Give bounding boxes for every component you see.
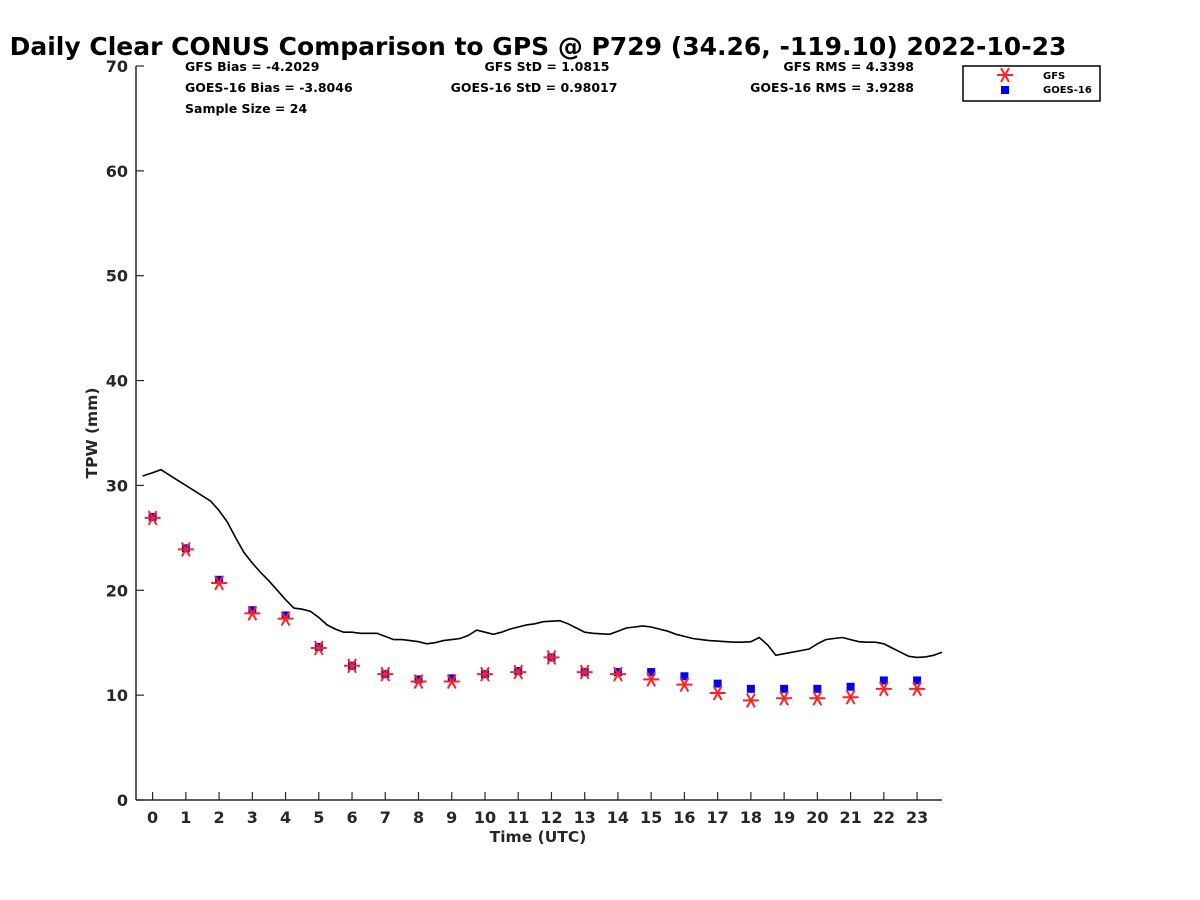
gfs-point: [277, 611, 294, 627]
x-axis-label: Time (UTC): [490, 828, 587, 846]
legend-box: [962, 65, 1101, 102]
legend-goes16-marker: [1001, 86, 1009, 94]
y-tick-label: 70: [106, 57, 128, 76]
x-tick-label: 6: [346, 808, 357, 827]
gps-line: [142, 468, 943, 659]
goes16-point: [447, 674, 456, 683]
gfs-point: [476, 666, 493, 682]
y-tick-label: 30: [106, 476, 128, 495]
x-tick-label: 15: [640, 808, 662, 827]
goes16-point: [215, 575, 224, 584]
x-tick-label: 21: [839, 808, 861, 827]
gfs-rms-text: GFS RMS = 4.3398: [783, 59, 914, 74]
legend-gfs-label: GFS: [1043, 71, 1065, 82]
gfs-bias-text: GFS Bias = -4.2029: [185, 59, 319, 74]
gfs-point: [709, 685, 726, 701]
x-tick-label: 2: [214, 808, 225, 827]
legend: GFS GOES-16: [962, 65, 1101, 102]
gfs-point: [543, 649, 560, 665]
gfs-point: [410, 674, 427, 689]
gfs-point: [676, 677, 693, 693]
gfs-point: [377, 666, 394, 682]
goes16-point: [913, 676, 922, 685]
goes16-point: [846, 682, 855, 691]
gfs-series: [144, 510, 926, 708]
gps-series: [142, 468, 943, 659]
goes-rms-text: GOES-16 RMS = 3.9288: [750, 80, 914, 95]
gfs-point: [576, 664, 593, 680]
gfs-point: [909, 681, 926, 697]
goes-bias-text: GOES-16 Bias = -3.8046: [185, 80, 353, 95]
gfs-std-text: GFS StD = 1.0815: [485, 59, 610, 74]
y-axis-label: TPW (mm): [83, 388, 101, 479]
y-tick-label: 50: [106, 267, 128, 286]
gfs-point: [177, 541, 194, 557]
gfs-point: [211, 575, 228, 591]
gfs-point: [809, 690, 826, 706]
goes16-point: [879, 676, 888, 685]
gfs-point: [244, 605, 261, 621]
gfs-point: [643, 671, 660, 687]
goes16-point: [647, 668, 656, 677]
x-tick-label: 9: [446, 808, 457, 827]
gfs-point: [310, 640, 327, 656]
goes16-point: [713, 679, 722, 688]
x-tick-label: 11: [507, 808, 529, 827]
goes16-point: [248, 606, 257, 615]
x-tick-label: 5: [313, 808, 324, 827]
y-tick-label: 0: [117, 791, 128, 810]
gfs-point: [144, 510, 161, 526]
x-tick-label: 7: [380, 808, 391, 827]
x-tick-label: 3: [247, 808, 258, 827]
goes16-point: [680, 672, 689, 681]
goes16-point: [613, 668, 622, 677]
gfs-point: [609, 666, 626, 682]
chart-title: Daily Clear CONUS Comparison to GPS @ P7…: [10, 32, 1067, 61]
x-tick-label: 12: [540, 808, 562, 827]
gfs-point: [776, 690, 793, 706]
y-tick-label: 20: [106, 581, 128, 600]
y-tick-label: 10: [106, 686, 128, 705]
goes-std-text: GOES-16 StD = 0.98017: [451, 80, 618, 95]
x-tick-label: 22: [873, 808, 895, 827]
goes16-point: [414, 675, 423, 684]
y-tick-label: 60: [106, 162, 128, 181]
gfs-point: [742, 692, 759, 708]
stats-panel: GFS Bias = -4.2029 GOES-16 Bias = -3.804…: [185, 59, 914, 116]
goes16-point: [813, 684, 822, 693]
goes16-point: [281, 611, 290, 620]
legend-goes16-label: GOES-16: [1043, 85, 1092, 96]
x-tick-label: 14: [607, 808, 629, 827]
x-tick-label: 23: [906, 808, 928, 827]
y-tick-label: 40: [106, 372, 128, 391]
x-tick-label: 16: [673, 808, 695, 827]
x-tick-label: 8: [413, 808, 424, 827]
sample-size-text: Sample Size = 24: [185, 101, 307, 116]
gfs-point: [875, 681, 892, 697]
x-tick-label: 10: [474, 808, 496, 827]
gfs-point: [344, 658, 361, 674]
gfs-point: [842, 689, 859, 705]
x-tick-label: 19: [773, 808, 795, 827]
goes16-point: [746, 684, 755, 693]
x-tick-label: 4: [280, 808, 291, 827]
x-tick-label: 1: [180, 808, 191, 827]
x-tick-label: 20: [806, 808, 828, 827]
goes16-point: [780, 684, 789, 693]
goes16-series: [148, 512, 922, 693]
x-tick-label: 0: [147, 808, 158, 827]
legend-gfs-asterisk: [997, 67, 1013, 83]
x-tick-label: 17: [707, 808, 729, 827]
x-tick-label: 13: [574, 808, 596, 827]
gfs-point: [510, 664, 527, 680]
gfs-point: [443, 674, 460, 689]
legend-gfs-marker: [997, 67, 1013, 83]
x-tick-label: 18: [740, 808, 762, 827]
